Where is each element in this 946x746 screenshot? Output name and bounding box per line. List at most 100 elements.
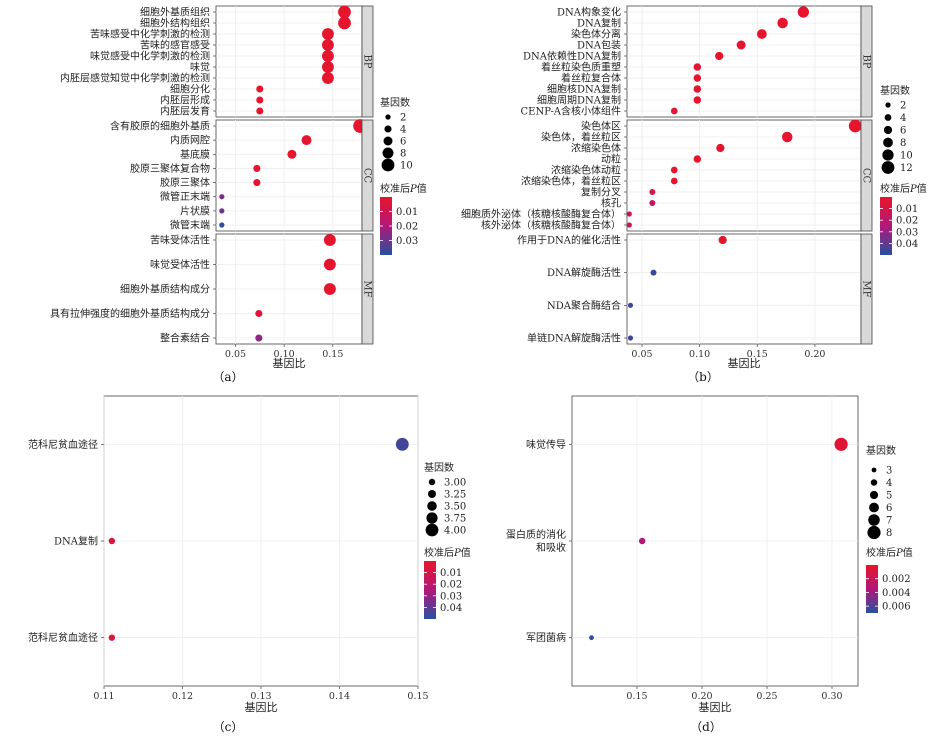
size-legend-key	[427, 501, 437, 511]
color-title-suffix: 值	[417, 182, 427, 195]
size-legend-label: 3.50	[444, 502, 466, 513]
data-point	[718, 235, 727, 245]
color-title-p: P	[909, 184, 917, 195]
color-legend-title: 校准后P值	[380, 182, 427, 195]
size-legend-label: 6	[886, 503, 892, 514]
size-legend-title: 基因数	[424, 461, 454, 474]
color-title-prefix: 校准后	[880, 182, 910, 195]
x-tick-label: 0.13	[250, 691, 271, 702]
term-label: 染色体分离	[571, 28, 621, 41]
term-label: 味觉受体活性	[150, 258, 210, 271]
facet-strip	[361, 233, 374, 345]
data-point	[287, 149, 297, 159]
colorbar-label: 0.006	[882, 602, 911, 613]
figure-caption: （d）	[690, 720, 722, 734]
term-label: NDA聚合酶结合	[547, 299, 621, 312]
term-label: 作用于DNA的催化活性	[517, 234, 621, 247]
data-point	[256, 107, 264, 115]
figure-caption: （a）	[212, 370, 243, 384]
term-label: 基底膜	[180, 148, 210, 161]
data-point	[650, 269, 657, 276]
data-point	[253, 164, 261, 172]
color-title-p: P	[895, 548, 903, 559]
x-tick-label: 0.14	[329, 691, 350, 702]
size-legend-key	[884, 114, 892, 121]
term-label: 含有胶原的细胞外基质	[110, 120, 210, 133]
data-point	[715, 51, 724, 61]
size-legend-key	[882, 149, 894, 161]
size-legend-label: 4	[400, 125, 406, 136]
size-legend-label: 7	[886, 516, 892, 527]
term-label: 具有拉伸强度的细胞外基质结构成分	[50, 307, 210, 320]
data-point	[693, 155, 702, 163]
term-label: DNA依赖性DNA复制	[523, 50, 621, 63]
term-label: 细胞外结构组织	[140, 17, 210, 30]
size-legend-label: 6	[900, 126, 906, 137]
size-legend-key	[385, 114, 391, 120]
figure-caption: （c）	[213, 720, 244, 734]
colorbar-label: 0.02	[396, 222, 418, 233]
color-legend: 校准后P值 0.010.020.030.04	[880, 182, 927, 255]
colorbar	[880, 197, 892, 255]
color-title-p: P	[409, 184, 417, 195]
facet-strip-label: CC	[861, 168, 872, 184]
term-label: 胶原三聚体	[160, 176, 210, 189]
colorbar-label: 0.02	[440, 580, 462, 591]
colorbar-label: 0.004	[882, 588, 911, 599]
term-label: 微管正末端	[160, 190, 210, 203]
term-label: 细胞外基质组织	[140, 6, 210, 19]
term-label: 蛋白质的消化	[506, 528, 566, 541]
term-label: 片状膜	[180, 204, 210, 217]
term-label: 复制分叉	[581, 186, 621, 199]
data-point	[756, 29, 767, 39]
term-label: DNA包装	[577, 39, 621, 52]
term-label: 浓缩染色体	[571, 142, 621, 155]
data-point	[108, 537, 116, 545]
term-label: DNA复制	[577, 17, 621, 30]
size-legend-label: 10	[400, 161, 413, 172]
size-legend-key	[867, 525, 881, 540]
size-legend-key	[428, 490, 436, 498]
term-label: 核外泌体（核糖核酸酶复合体）	[481, 219, 621, 232]
colorbar-label: 0.01	[896, 204, 918, 215]
colorbar-label: 0.03	[896, 227, 918, 238]
size-legend-key	[384, 125, 392, 133]
data-point	[395, 437, 409, 451]
data-point	[626, 211, 632, 217]
data-point	[323, 283, 336, 295]
data-point	[649, 200, 656, 206]
term-label: 细胞分化	[170, 83, 210, 96]
data-point	[649, 189, 656, 195]
color-title-prefix: 校准后	[424, 546, 454, 559]
data-point	[323, 234, 336, 246]
data-point	[693, 85, 702, 93]
term-label: 染色体，着丝粒区	[541, 131, 621, 144]
x-tick-label: 0.20	[691, 691, 712, 702]
term-label: 浓缩染色体，着丝粒区	[521, 175, 621, 188]
data-point	[338, 16, 351, 30]
color-title-prefix: 校准后	[380, 182, 410, 195]
colorbar-label: 0.04	[440, 603, 462, 614]
data-point	[670, 107, 678, 115]
data-point	[108, 634, 116, 641]
data-point	[848, 119, 862, 133]
panel-frame	[626, 119, 862, 232]
term-label: 和吸收	[536, 541, 566, 554]
term-label: DNA构象变化	[557, 6, 621, 19]
chart-a: 细胞外基质组织细胞外结构组织苦味感受中化学刺激的检测苦味的感官感受味觉感受中化学…	[50, 6, 427, 385]
term-label: 单链DNA解旋酶活性	[527, 332, 621, 345]
size-legend-label: 3	[886, 466, 892, 477]
x-tick-label: 0.05	[631, 349, 652, 360]
x-axis-title: 基因比	[245, 701, 278, 714]
x-tick-label: 0.25	[756, 691, 777, 702]
facet-strip	[361, 119, 374, 232]
x-tick-label: 0.10	[689, 349, 710, 360]
size-legend-title: 基因数	[866, 444, 896, 457]
data-point	[693, 63, 702, 71]
size-legend-label: 2	[900, 101, 906, 112]
facet-strip	[860, 119, 873, 232]
